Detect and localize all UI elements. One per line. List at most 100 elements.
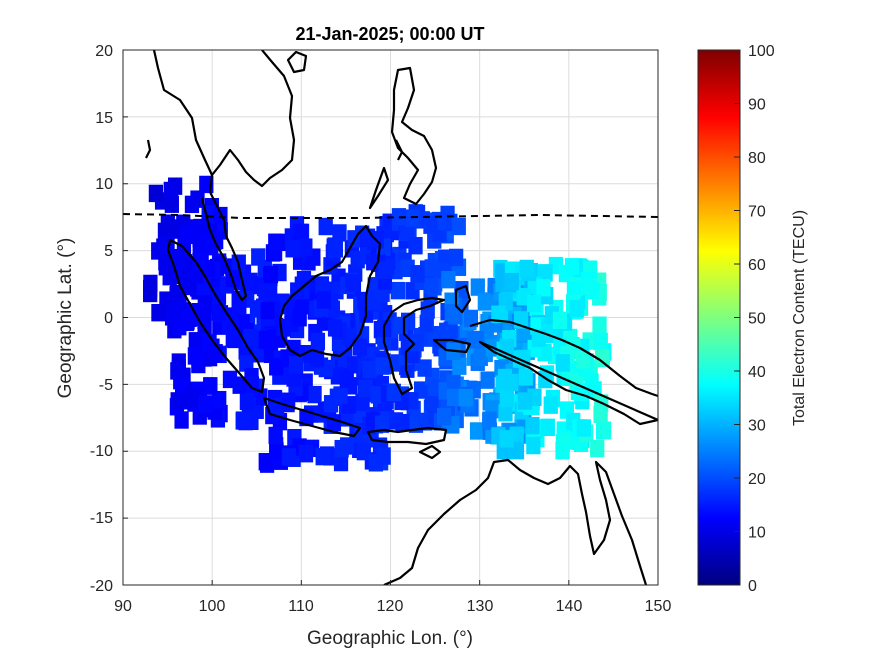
tec-cell [374, 415, 390, 433]
tec-cell [163, 181, 178, 200]
tec-cell [269, 358, 284, 376]
x-tick-label: 130 [467, 598, 494, 615]
tec-cell [345, 274, 360, 292]
x-tick-label: 150 [645, 598, 672, 615]
coastline-moluccas [432, 284, 472, 354]
tec-cell [160, 214, 175, 232]
tec-cell [177, 225, 192, 244]
tec-cell [243, 328, 258, 347]
tec-cell [174, 411, 189, 429]
colorbar-label: Total Electron Content (TECU) [791, 210, 808, 426]
tec-cell [555, 354, 570, 372]
y-tick-label: 15 [95, 110, 113, 127]
y-tick-label: -5 [99, 377, 113, 394]
tec-cell [480, 371, 495, 389]
tec-cell [151, 304, 166, 322]
tec-cell [143, 284, 158, 303]
tec-cell [498, 404, 513, 422]
tec-cell [441, 270, 456, 289]
coastline-lesser-sunda [366, 426, 448, 460]
colorbar-tick-label: 40 [748, 364, 766, 381]
colorbar-tick-label: 80 [748, 150, 766, 167]
tec-cell [437, 249, 453, 267]
tec-cell [292, 309, 307, 327]
colorbar-tick-label: 60 [748, 257, 766, 274]
map-title: 21-Jan-2025; 00:00 UT [295, 24, 484, 44]
tec-cell [263, 280, 278, 298]
tec-cell [564, 258, 580, 276]
tec-cell [519, 259, 534, 278]
tec-cell [449, 248, 464, 267]
tec-cell [469, 330, 485, 349]
tec-cell [232, 297, 247, 316]
tec-cell [269, 398, 285, 416]
colorbar-tick-label: 50 [748, 311, 766, 328]
tec-cell [504, 272, 519, 291]
tec-cell [211, 303, 226, 321]
tec-cell [423, 276, 439, 294]
tec-cell [555, 442, 570, 460]
tec-cell [499, 389, 514, 408]
tec-cell [164, 195, 179, 213]
tec-cell [239, 392, 255, 411]
tec-cell [260, 301, 275, 320]
coastline-indochina [152, 50, 296, 302]
colorbar-tick-label: 20 [748, 471, 766, 488]
tec-cell [594, 349, 610, 367]
tec-cell [525, 416, 540, 435]
x-axis-label: Geographic Lon. (°) [307, 628, 473, 649]
tec-cell [417, 359, 432, 377]
x-tick-label: 90 [114, 598, 132, 615]
y-tick-label: -20 [90, 578, 113, 595]
tec-cell [582, 277, 597, 296]
tec-cell [268, 233, 283, 251]
coastline-borneo [278, 224, 382, 358]
colorbar-tick-label: 0 [748, 578, 757, 595]
y-tick-label: -15 [90, 510, 113, 527]
tec-cell [395, 413, 410, 432]
tec-cell [170, 362, 185, 380]
y-tick-label: 0 [104, 310, 113, 327]
tec-cell [298, 445, 314, 463]
tec-cell [543, 396, 558, 414]
y-tick-label: -10 [90, 443, 113, 460]
tec-cell [180, 312, 195, 330]
tec-cell [188, 266, 204, 284]
tec-cell [410, 265, 425, 283]
tec-cell [315, 447, 330, 466]
tec-cell [293, 223, 308, 242]
tec-cell [269, 442, 284, 460]
tec-cell [482, 411, 497, 429]
colorbar-tick-label: 70 [748, 204, 766, 221]
tec-cell [400, 222, 415, 241]
tec-cell [318, 217, 333, 236]
tec-cell [258, 331, 274, 350]
tec-cell [443, 321, 458, 339]
tec-cell [477, 293, 492, 311]
colorbar: 0 10 20 30 40 50 60 70 80 90 100 Total Electron Co… [697, 43, 808, 595]
tec-cell [552, 311, 568, 330]
tec-cell [309, 350, 325, 368]
colorbar-tick-label: 30 [748, 418, 766, 435]
tec-cell [190, 190, 205, 208]
tec-cell [405, 209, 420, 227]
tec-cell [390, 281, 406, 300]
tec-cell [334, 439, 349, 458]
tec-cell [491, 305, 506, 323]
y-tick-labels: 20 15 10 5 0 -5 -10 -15 -20 [90, 43, 113, 595]
tec-cell [327, 237, 342, 255]
tec-cell [235, 412, 250, 430]
tec-cell [458, 388, 473, 407]
tec-cell [393, 316, 408, 335]
tec-cell [184, 388, 199, 406]
y-axis-label: Geographic Lat. (°) [55, 238, 76, 399]
coastline-hainan [286, 50, 308, 74]
tec-cell [212, 390, 227, 409]
tec-cell [386, 383, 401, 402]
tec-cell [569, 299, 584, 318]
tec-cell [268, 426, 283, 445]
coastlines [123, 50, 658, 585]
coastline-new-guinea [469, 318, 658, 426]
y-tick-label: 20 [95, 43, 113, 60]
tec-cell [310, 332, 326, 351]
